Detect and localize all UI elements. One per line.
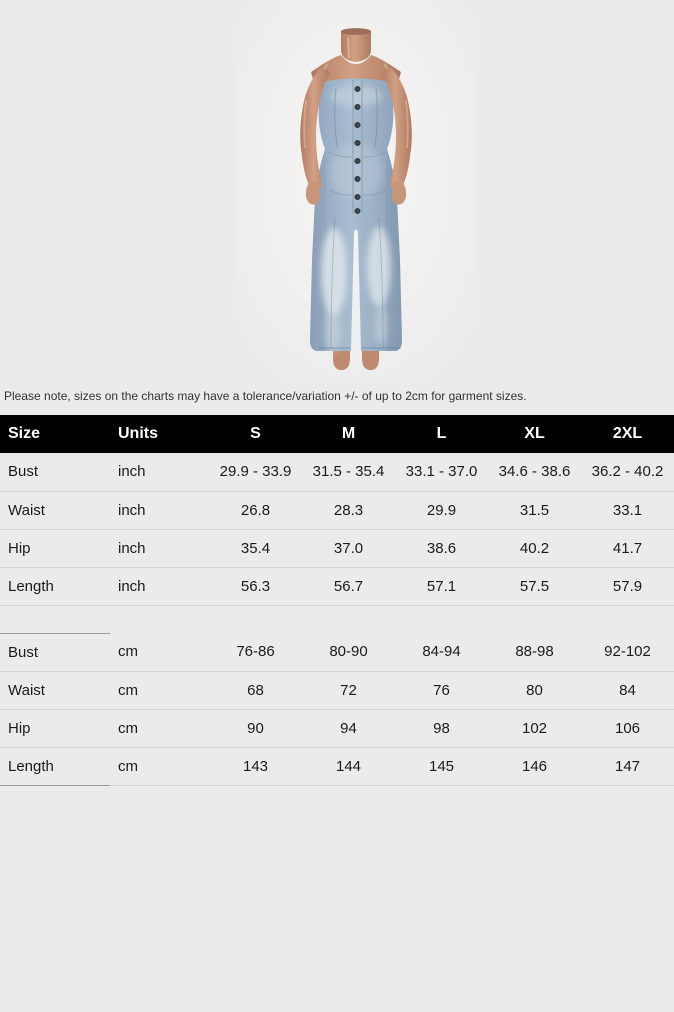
value-cell: 56.7 <box>302 567 395 606</box>
value-cell: 76-86 <box>209 633 302 672</box>
row-label: Length <box>0 567 110 606</box>
value-cell: 31.5 - 35.4 <box>302 453 395 492</box>
value-cell: 88-98 <box>488 633 581 672</box>
row-hip-cm: Hip cm 90 94 98 102 106 <box>0 709 674 748</box>
value-cell: 35.4 <box>209 529 302 568</box>
header-cell-l: L <box>395 415 488 453</box>
value-cell: 80 <box>488 671 581 710</box>
value-cell: 92-102 <box>581 633 674 672</box>
value-cell: 84 <box>581 671 674 710</box>
value-cell: 57.1 <box>395 567 488 606</box>
row-label: Bust <box>0 633 110 672</box>
value-cell: 76 <box>395 671 488 710</box>
header-cell-2xl: 2XL <box>581 415 674 453</box>
tolerance-note: Please note, sizes on the charts may hav… <box>4 389 527 403</box>
header-cell-xl: XL <box>488 415 581 453</box>
row-label: Waist <box>0 671 110 710</box>
header-cell-m: M <box>302 415 395 453</box>
row-label: Length <box>0 747 110 786</box>
header-cell-s: S <box>209 415 302 453</box>
row-bust-cm: Bust cm 76-86 80-90 84-94 88-98 92-102 <box>0 633 674 672</box>
size-chart-header-row: Size Units S M L XL 2XL <box>0 415 674 453</box>
value-cell: 72 <box>302 671 395 710</box>
value-cell: 31.5 <box>488 491 581 530</box>
value-cell: 144 <box>302 747 395 786</box>
row-label: Waist <box>0 491 110 530</box>
mannequin-arms <box>300 68 412 205</box>
value-cell: 26.8 <box>209 491 302 530</box>
value-cell: 29.9 - 33.9 <box>209 453 302 492</box>
value-cell: 94 <box>302 709 395 748</box>
value-cell: 33.1 - 37.0 <box>395 453 488 492</box>
value-cell: 37.0 <box>302 529 395 568</box>
value-cell: 33.1 <box>581 491 674 530</box>
row-length-inch: Length inch 56.3 56.7 57.1 57.5 57.9 <box>0 567 674 606</box>
unit-cell: cm <box>110 671 209 710</box>
value-cell: 38.6 <box>395 529 488 568</box>
row-waist-inch: Waist inch 26.8 28.3 29.9 31.5 33.1 <box>0 491 674 530</box>
unit-cell: cm <box>110 709 209 748</box>
value-cell: 41.7 <box>581 529 674 568</box>
value-cell: 57.9 <box>581 567 674 606</box>
value-cell: 102 <box>488 709 581 748</box>
value-cell: 28.3 <box>302 491 395 530</box>
unit-cell: inch <box>110 491 209 530</box>
value-cell: 56.3 <box>209 567 302 606</box>
value-cell: 36.2 - 40.2 <box>581 453 674 492</box>
value-cell: 90 <box>209 709 302 748</box>
value-cell: 143 <box>209 747 302 786</box>
row-label: Bust <box>0 453 110 492</box>
denim-fade-patches <box>321 227 391 352</box>
row-waist-cm: Waist cm 68 72 76 80 84 <box>0 671 674 710</box>
row-label: Hip <box>0 709 110 748</box>
product-photo <box>0 0 674 383</box>
unit-cell: inch <box>110 529 209 568</box>
unit-cell: cm <box>110 633 209 672</box>
denim-jumpsuit <box>310 78 402 352</box>
mannequin-jumpsuit-image <box>236 0 476 383</box>
value-cell: 80-90 <box>302 633 395 672</box>
value-cell: 145 <box>395 747 488 786</box>
unit-cell: cm <box>110 747 209 786</box>
value-cell: 106 <box>581 709 674 748</box>
value-cell: 147 <box>581 747 674 786</box>
row-length-cm: Length cm 143 144 145 146 147 <box>0 747 674 786</box>
table-section-divider <box>0 605 674 634</box>
row-label: Hip <box>0 529 110 568</box>
value-cell: 84-94 <box>395 633 488 672</box>
value-cell: 57.5 <box>488 567 581 606</box>
value-cell: 98 <box>395 709 488 748</box>
unit-cell: inch <box>110 567 209 606</box>
header-cell-size: Size <box>0 415 110 453</box>
value-cell: 68 <box>209 671 302 710</box>
jumpsuit-buttons <box>354 86 361 214</box>
value-cell: 146 <box>488 747 581 786</box>
row-bust-inch: Bust inch 29.9 - 33.9 31.5 - 35.4 33.1 -… <box>0 453 674 492</box>
value-cell: 29.9 <box>395 491 488 530</box>
row-hip-inch: Hip inch 35.4 37.0 38.6 40.2 41.7 <box>0 529 674 568</box>
value-cell: 34.6 - 38.6 <box>488 453 581 492</box>
value-cell: 40.2 <box>488 529 581 568</box>
size-chart-table: Size Units S M L XL 2XL Bust inch 29.9 -… <box>0 415 674 786</box>
unit-cell: inch <box>110 453 209 492</box>
header-cell-units: Units <box>110 415 209 453</box>
